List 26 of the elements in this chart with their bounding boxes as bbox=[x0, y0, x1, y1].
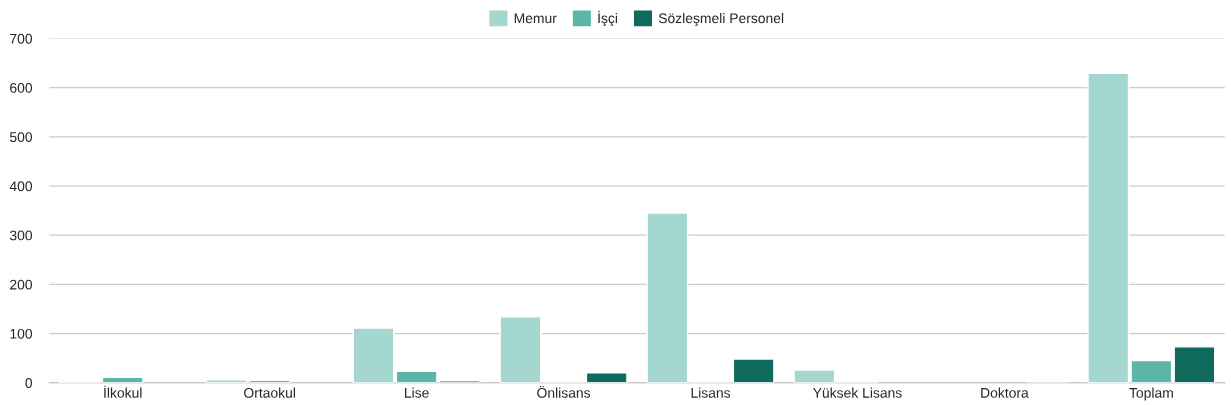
bar bbox=[793, 369, 836, 383]
x-tick-label: Toplam bbox=[1129, 387, 1173, 401]
y-tick-label: 0 bbox=[25, 378, 33, 388]
bar bbox=[585, 372, 628, 383]
bar bbox=[499, 316, 542, 383]
y-tick-label: 600 bbox=[10, 82, 33, 93]
legend-label: Memur bbox=[514, 13, 557, 24]
bar bbox=[732, 358, 775, 383]
x-tick-label: Önlisans bbox=[537, 386, 591, 398]
legend-label: İşçi bbox=[598, 11, 618, 26]
y-tick-label: 700 bbox=[10, 33, 33, 44]
x-tick-label: Doktora bbox=[981, 387, 1029, 398]
x-tick-label: Yüksek Lisans bbox=[813, 387, 902, 398]
y-tick-label: 400 bbox=[9, 181, 33, 192]
y-tick-label: 500 bbox=[9, 132, 33, 142]
x-tick-label: Ortaokul bbox=[244, 387, 295, 398]
y-tick-label: 100 bbox=[10, 328, 33, 339]
x-tick-label: Lisans bbox=[691, 387, 731, 398]
x-tick-label: İlkokul bbox=[104, 385, 142, 398]
y-tick-label: 200 bbox=[10, 279, 33, 290]
bar bbox=[352, 327, 395, 383]
x-tick-label: Lise bbox=[405, 387, 429, 398]
bar bbox=[1173, 346, 1216, 383]
y-tick-label: 300 bbox=[9, 230, 33, 241]
legend-label: Sözleşmeli Personel bbox=[658, 12, 784, 26]
bar bbox=[646, 212, 689, 383]
